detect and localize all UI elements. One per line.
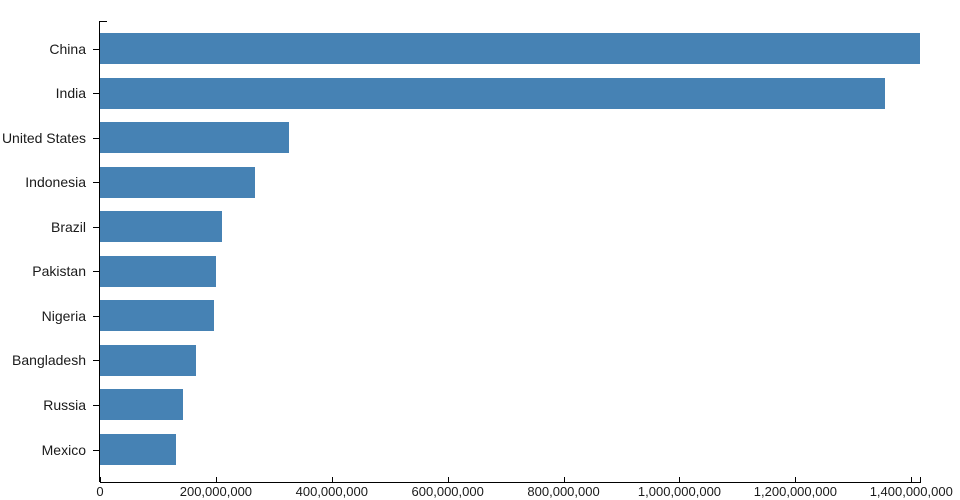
y-tick-label: Indonesia — [25, 174, 86, 191]
bar-brazil — [100, 211, 223, 243]
y-tick-label: Brazil — [50, 218, 86, 235]
x-tick-label: 600,000,000 — [411, 484, 484, 499]
y-tick-label: Mexico — [41, 441, 86, 458]
y-tick-mark — [93, 226, 99, 228]
y-tick-mark — [93, 137, 99, 139]
x-tick-mark — [100, 477, 101, 482]
x-tick-mark — [795, 477, 797, 482]
bar-bangladesh — [100, 344, 197, 376]
x-axis-outer-tick — [920, 477, 921, 482]
y-tick-mark — [93, 48, 99, 50]
y-tick-label: Pakistan — [32, 263, 86, 280]
y-tick-mark — [93, 449, 99, 451]
y-axis-outer-tick — [100, 21, 107, 22]
y-tick-label: Nigeria — [41, 307, 86, 324]
y-tick-mark — [93, 93, 99, 95]
x-tick-mark — [563, 477, 565, 482]
y-tick-label: Russia — [43, 396, 86, 413]
x-tick-label: 1,400,000,000 — [869, 484, 953, 499]
y-tick-mark — [93, 182, 99, 184]
bar-russia — [100, 389, 184, 421]
bar-united-states — [100, 122, 290, 154]
y-axis-line — [99, 21, 100, 482]
x-tick-mark — [215, 477, 217, 482]
y-tick-label: Bangladesh — [12, 352, 86, 369]
x-tick-mark — [447, 477, 449, 482]
bar-nigeria — [100, 300, 214, 332]
y-tick-mark — [93, 404, 99, 406]
x-tick-label: 1,000,000,000 — [637, 484, 722, 499]
x-tick-label: 400,000,000 — [295, 484, 368, 499]
bar-mexico — [100, 434, 176, 466]
bar-indonesia — [100, 166, 255, 198]
x-tick-label: 800,000,000 — [527, 484, 600, 499]
x-tick-label: 1,200,000,000 — [753, 484, 837, 499]
x-tick-mark — [679, 477, 681, 482]
x-tick-mark — [911, 477, 913, 482]
y-tick-mark — [93, 315, 99, 317]
y-tick-label: United States — [1, 129, 86, 146]
x-tick-label: 0 — [96, 484, 104, 499]
y-tick-label: India — [55, 85, 86, 102]
y-tick-mark — [93, 271, 99, 273]
y-tick-mark — [93, 360, 99, 362]
x-tick-label: 200,000,000 — [179, 484, 253, 499]
bar-india — [100, 77, 885, 109]
x-axis-line — [100, 482, 921, 483]
x-tick-mark — [331, 477, 333, 482]
bar-pakistan — [100, 255, 217, 287]
y-tick-label: China — [49, 40, 86, 57]
bar-china — [100, 33, 920, 64]
